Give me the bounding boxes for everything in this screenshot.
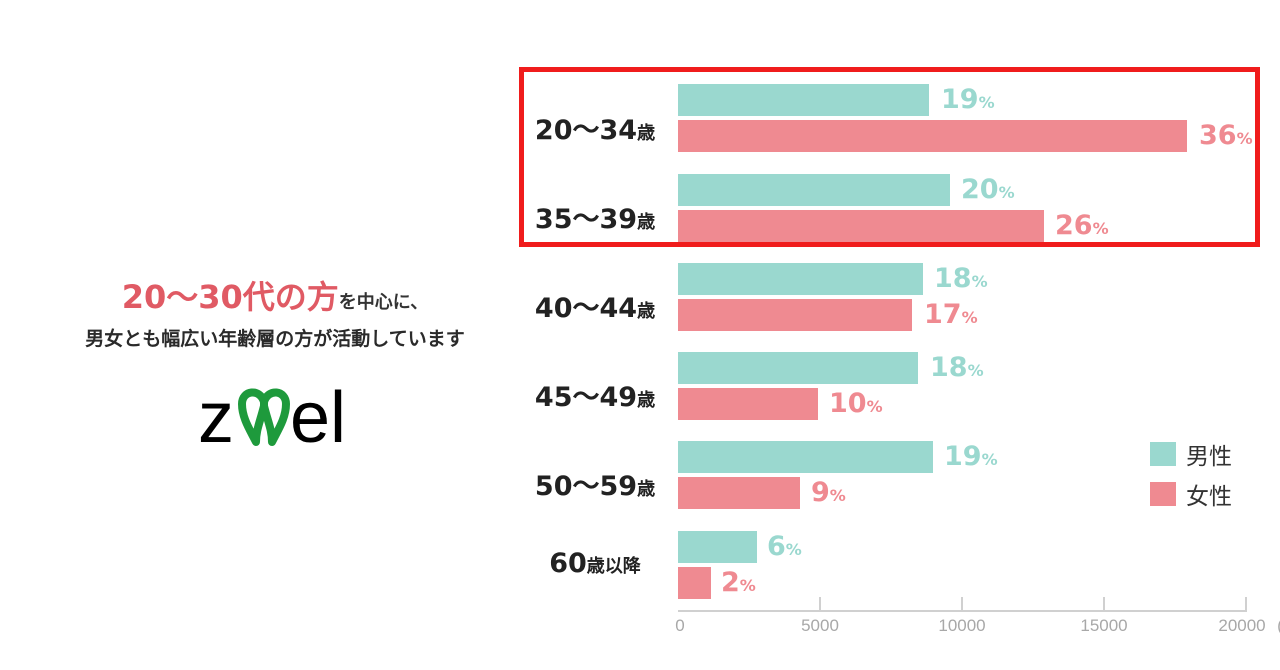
x-tick-20000 <box>1245 597 1247 611</box>
headline-emphasis: 20〜30代の方 <box>121 278 339 316</box>
headline-rest: を中心に、 <box>338 292 429 313</box>
bar-female-20-34 <box>678 120 1187 152</box>
x-tick-label-5000: 5000 <box>801 616 839 635</box>
value-label-male-45-49: 18% <box>930 352 984 383</box>
bar-male-35-39 <box>678 174 950 206</box>
category-label-40-44: 40〜44歳 <box>534 293 656 324</box>
category-label-35-39: 35〜39歳 <box>534 204 656 235</box>
bar-male-45-49 <box>678 352 918 384</box>
value-label-female-20-34: 36% <box>1199 120 1253 151</box>
bar-female-60-plus <box>678 567 711 599</box>
x-tick-label-10000: 10000 <box>938 616 986 635</box>
x-tick-label-20000: 20000 <box>1218 616 1266 635</box>
headline-subline: 男女とも幅広い年齢層の方が活動しています <box>85 328 465 350</box>
value-label-male-50-59: 19% <box>944 441 998 472</box>
x-tick-15000 <box>1103 597 1105 611</box>
value-label-female-60-plus: 2% <box>721 567 756 598</box>
legend: 男性 女性 <box>1150 434 1232 514</box>
bar-female-50-59 <box>678 477 800 509</box>
highlight-box <box>519 67 1260 247</box>
bar-female-45-49 <box>678 388 818 420</box>
value-label-female-40-44: 17% <box>924 299 978 330</box>
value-label-male-20-34: 19% <box>941 84 995 115</box>
category-label-60-plus: 60歳以降 <box>549 548 641 579</box>
category-label-50-59: 50〜59歳 <box>534 471 656 502</box>
zwei-logo: z el <box>198 378 350 458</box>
value-label-female-35-39: 26% <box>1055 210 1109 241</box>
value-label-male-60-plus: 6% <box>767 531 802 562</box>
category-label-45-49: 45〜49歳 <box>534 382 656 413</box>
bar-female-40-44 <box>678 299 912 331</box>
legend-swatch-female <box>1150 482 1176 506</box>
x-axis-line <box>678 610 1247 612</box>
legend-swatch-male <box>1150 442 1176 466</box>
heart-w-icon <box>238 388 290 446</box>
bar-male-40-44 <box>678 263 923 295</box>
legend-label-male: 男性 <box>1186 444 1232 470</box>
bar-female-35-39 <box>678 210 1044 242</box>
legend-item-female: 女性 <box>1150 474 1232 514</box>
headline: 20〜30代の方を中心に、 <box>40 272 510 318</box>
bar-male-20-34 <box>678 84 929 116</box>
value-label-male-40-44: 18% <box>934 263 988 294</box>
category-label-20-34: 20〜34歳 <box>534 115 656 146</box>
x-tick-5000 <box>819 597 821 611</box>
bar-male-50-59 <box>678 441 933 473</box>
x-tick-10000 <box>961 597 963 611</box>
value-label-female-45-49: 10% <box>829 388 883 419</box>
legend-item-male: 男性 <box>1150 434 1232 474</box>
logo-z: z <box>198 386 234 446</box>
value-label-female-50-59: 9% <box>811 477 846 508</box>
value-label-male-35-39: 20% <box>961 174 1015 205</box>
bar-male-60-plus <box>678 531 757 563</box>
logo-el: el <box>290 386 346 446</box>
x-axis-unit-cutoff: ( <box>1277 616 1280 636</box>
x-tick-label-15000: 15000 <box>1080 616 1128 635</box>
legend-label-female: 女性 <box>1186 484 1232 510</box>
x-tick-label-0: 0 <box>675 616 685 635</box>
